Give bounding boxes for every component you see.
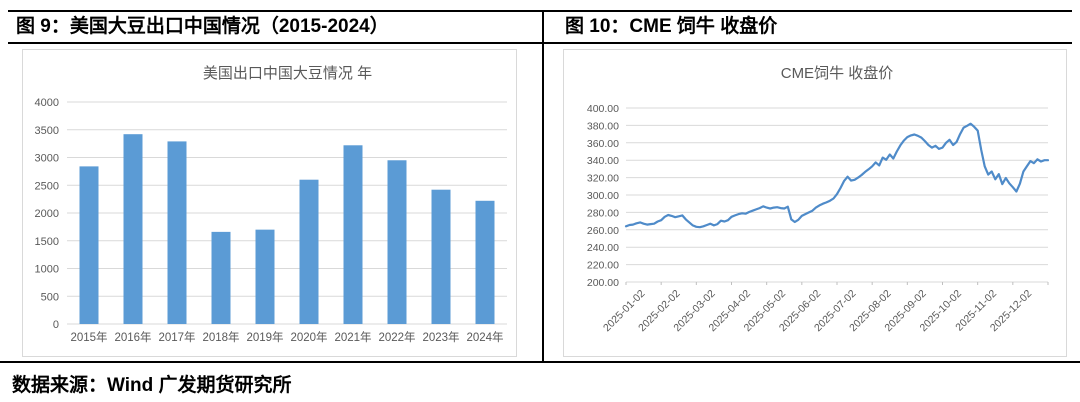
y-axis-tick-label: 500	[41, 291, 59, 303]
figure10-header: 图 10：CME 饲牛 收盘价	[565, 16, 778, 37]
bar-chart-title: 美国出口中国大豆情况 年	[202, 65, 373, 82]
close-price-line	[624, 122, 1050, 229]
bar-2021年	[343, 145, 363, 324]
x-axis-tick-label: 2016年	[114, 330, 151, 344]
y-axis-tick-label: 220.00	[587, 260, 619, 272]
y-axis-tick-label: 380.00	[587, 120, 619, 132]
bar-2015年	[79, 166, 99, 324]
y-axis-tick-label: 3000	[35, 153, 59, 165]
y-axis-tick-label: 0	[53, 319, 59, 331]
x-axis-tick-label: 2023年	[422, 330, 459, 344]
soybean-bar-chart-box: 美国出口中国大豆情况 年 0 500 1000 1500 2000 2500 3000 350…	[22, 49, 517, 357]
bar-2020年	[299, 179, 319, 324]
y-axis-tick-label: 240.00	[587, 242, 619, 254]
bar-2018年	[211, 231, 231, 324]
column-divider	[542, 10, 544, 361]
y-axis-tick-label: 300.00	[587, 190, 619, 202]
y-axis-tick-label: 360.00	[587, 138, 619, 150]
x-axis-tick-label: 2020年	[290, 330, 327, 344]
y-axis-tick-label: 3500	[35, 125, 59, 137]
y-axis-tick-label: 1500	[35, 236, 59, 248]
y-axis-tick-label: 2000	[35, 208, 59, 220]
bar-2022年	[387, 160, 407, 324]
y-axis-tick-label: 400.00	[587, 103, 619, 115]
bar-2019年	[255, 229, 275, 324]
line-chart-title: CME饲牛 收盘价	[780, 65, 894, 82]
x-axis-tick-label: 2017年	[158, 330, 195, 344]
bar-2016年	[123, 134, 143, 324]
cme-line-chart-box: CME饲牛 收盘价 200.00 220.00 240.00 260.00 280.00…	[563, 49, 1067, 357]
y-axis-tick-label: 320.00	[587, 173, 619, 185]
header-bottom-border	[8, 42, 1072, 44]
y-axis-tick-label: 2500	[35, 180, 59, 192]
y-axis-tick-label: 4000	[35, 97, 59, 109]
figure9-header: 图 9：美国大豆出口中国情况（2015-2024）	[16, 16, 389, 37]
x-axis-tick-label: 2021年	[334, 330, 371, 344]
bar-2017年	[167, 141, 187, 324]
y-axis-tick-label: 260.00	[587, 225, 619, 237]
y-axis-tick-label: 340.00	[587, 155, 619, 167]
bar-2023年	[431, 189, 451, 324]
y-axis-tick-label: 280.00	[587, 207, 619, 219]
x-axis-tick-label: 2018年	[202, 330, 239, 344]
table-top-border	[8, 10, 1072, 12]
x-axis-tick-label: 2024年	[466, 330, 503, 344]
cme-feeder-cattle-line-chart: 200.00 220.00 240.00 260.00 280.00 300.00 320.…	[587, 103, 1050, 334]
x-axis-tick-label: 2022年	[378, 330, 415, 344]
data-source-note: 数据来源：Wind 广发期货研究所	[12, 375, 292, 396]
source-top-border	[0, 361, 1080, 363]
x-axis-tick-label: 2015年	[70, 330, 107, 344]
soybean-export-bar-chart: 0 500 1000 1500 2000 2500 3000 3500 4000 2015年 201…	[35, 97, 507, 344]
bar-2024年	[475, 200, 495, 324]
y-axis-tick-label: 200.00	[587, 277, 619, 289]
x-axis-tick-label: 2019年	[246, 330, 283, 344]
y-axis-tick-label: 1000	[35, 264, 59, 276]
